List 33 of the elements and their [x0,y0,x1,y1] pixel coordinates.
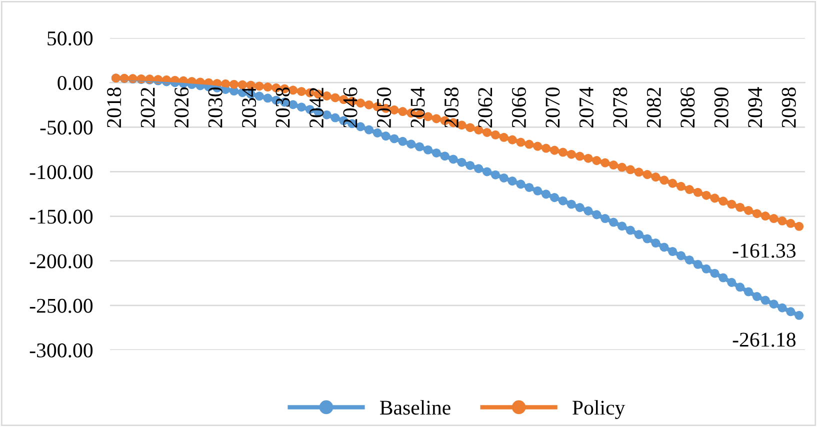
x-tick-label: 2018 [107,88,122,128]
x-tick-label: 2046 [343,87,358,128]
x-tick-label: 2050 [376,88,392,128]
legend-label: Baseline [380,400,450,415]
legend-label: Policy [572,400,626,420]
x-tick-label: 2042 [309,88,324,128]
y-tick-label: -200.00 [30,254,93,268]
y-tick-label: -50.00 [40,120,93,135]
x-tick-label: 2034 [242,87,256,128]
x-tick-label: 2054 [410,87,425,128]
x-tick-label: 2082 [646,88,661,128]
x-tick-label: 2026 [174,87,189,128]
x-tick-label: 2090 [714,88,728,128]
x-tick-label: 2098 [782,88,796,128]
x-tick-label: 2058 [444,88,458,128]
x-tick-label: 2066 [512,87,526,128]
y-tick-label: -250.00 [30,298,93,313]
data-label: -161.33 [732,244,796,258]
y-tick-label: -150.00 [30,210,93,224]
x-tick-label: 2094 [748,87,762,128]
x-tick-label: 2030 [208,88,222,128]
x-tick-label: 2086 [680,87,695,128]
x-tick-label: 2038 [276,88,290,128]
y-tick-label: 0.00 [58,76,93,90]
data-label: -261.18 [732,332,796,347]
x-tick-label: 2074 [579,87,594,128]
x-tick-label: 2022 [140,88,155,128]
y-tick-label: 50.00 [48,31,93,46]
y-tick-label: -100.00 [30,165,93,180]
x-tick-label: 2070 [546,88,560,128]
x-tick-label: 2078 [613,88,628,128]
y-tick-label: -300.00 [30,343,93,358]
x-tick-label: 2062 [478,88,492,128]
